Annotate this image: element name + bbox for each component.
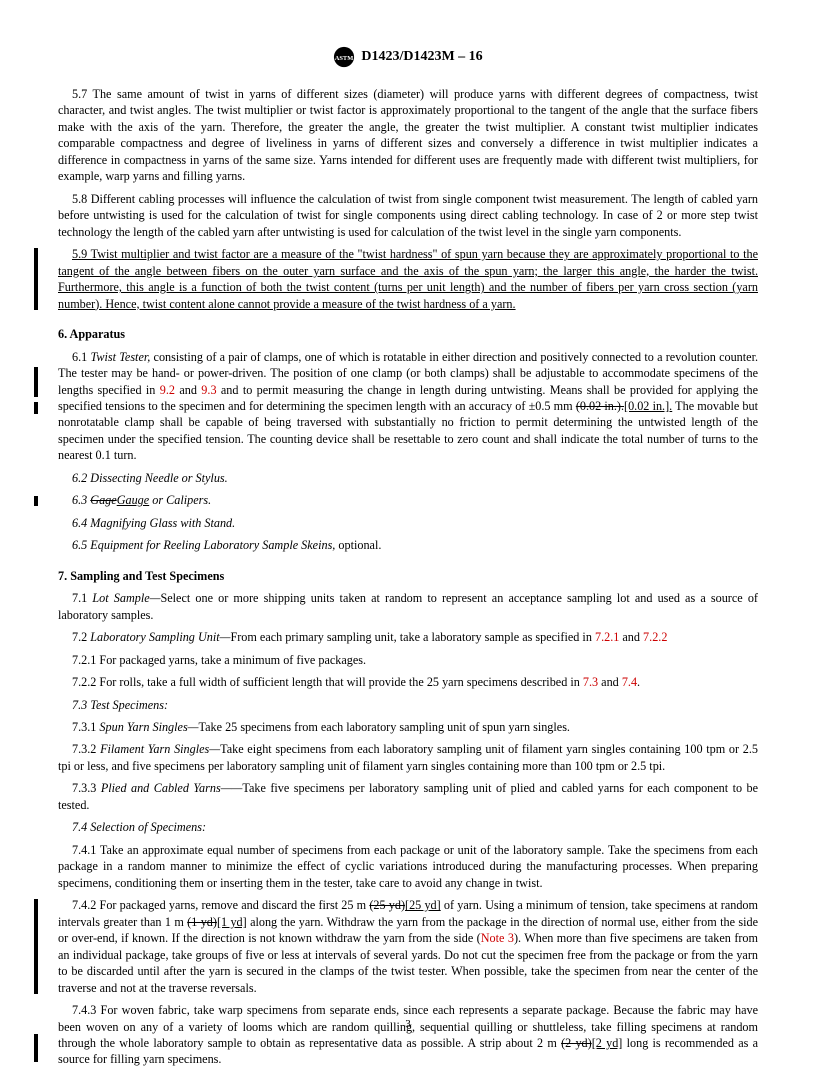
para-6-1: 6.1 Twist Tester, consisting of a pair o… [58,349,758,464]
text: Take 25 specimens from each laboratory s… [199,720,570,734]
text: and [619,630,643,644]
para-7-2: 7.2 Laboratory Sampling Unit—From each p… [58,629,758,645]
para-7-3: 7.3 Test Specimens: [58,697,758,713]
inserted-text: [1 yd] [217,915,247,929]
deleted-text: (1 yd) [187,915,217,929]
num: 7.3.2 [72,742,100,756]
para-6-4: 6.4 Magnifying Glass with Stand. [58,515,758,531]
section-6-title: 6. Apparatus [58,326,758,342]
num: 6.1 [72,350,90,364]
inserted-text: Gauge [117,493,150,507]
designation: D1423/D1423M – 16 [361,48,482,67]
deleted-text: (2 yd) [561,1036,592,1050]
deleted-text: (25 yd) [369,898,405,912]
text: optional. [335,538,381,552]
text: 7.4.2 For packaged yarns, remove and dis… [72,898,369,912]
xref-link[interactable]: Note 3 [481,931,514,945]
xref-link[interactable]: 9.3 [201,383,216,397]
para-7-3-2: 7.3.2 Filament Yarn Singles—Take eight s… [58,741,758,774]
para-5-7: 5.7 The same amount of twist in yarns of… [58,86,758,185]
xref-link[interactable]: 7.2.2 [643,630,667,644]
document-header: ASTM D1423/D1423M – 16 [58,46,758,68]
term: Lot Sample— [92,591,160,605]
change-bar: 5.9 Twist multiplier and twist factor ar… [58,246,758,312]
change-bar [34,1034,38,1062]
xref-link[interactable]: 7.2.1 [595,630,619,644]
text: or Calipers. [149,493,211,507]
term: Spun Yarn Singles— [99,720,198,734]
term: Twist Tester, [90,350,150,364]
term: Filament Yarn Singles— [100,742,220,756]
text: and [175,383,201,397]
para-7-2-1: 7.2.1 For packaged yarns, take a minimum… [58,652,758,668]
para-7-4-2: 7.4.2 For packaged yarns, remove and dis… [58,897,758,996]
num: 7.3.1 [72,720,99,734]
inserted-text: [0.02 in.]. [624,399,672,413]
para-5-9: 5.9 Twist multiplier and twist factor ar… [58,246,758,312]
para-6-2: 6.2 Dissecting Needle or Stylus. [58,470,758,486]
xref-link[interactable]: 9.2 [160,383,175,397]
para-7-4-1: 7.4.1 Take an approximate equal number o… [58,842,758,891]
inserted-text: [2 yd] [592,1036,623,1050]
para-7-1: 7.1 Lot Sample—Select one or more shippi… [58,590,758,623]
term: Plied and Cabled Yarns—— [101,781,243,795]
change-bar: 6.3 GageGauge or Calipers. [58,492,758,508]
text: and [598,675,622,689]
svg-text:ASTM: ASTM [335,55,354,62]
text: Select one or more shipping units taken … [58,591,758,621]
change-bar: 7.4.2 For packaged yarns, remove and dis… [58,897,758,996]
astm-logo-icon: ASTM [333,46,355,68]
para-5-8: 5.8 Different cabling processes will inf… [58,191,758,240]
num: 7.3.3 [72,781,101,795]
inserted-text: [25 yd] [405,898,441,912]
para-7-4: 7.4 Selection of Specimens: [58,819,758,835]
text: 7.2.2 For rolls, take a full width of su… [72,675,583,689]
text: . [637,675,640,689]
text: From each primary sampling unit, take a … [230,630,595,644]
para-6-5: 6.5 Equipment for Reeling Laboratory Sam… [58,537,758,553]
para-7-2-2: 7.2.2 For rolls, take a full width of su… [58,674,758,690]
section-7-title: 7. Sampling and Test Specimens [58,568,758,584]
term: 6.5 Equipment for Reeling Laboratory Sam… [72,538,335,552]
para-7-3-3: 7.3.3 Plied and Cabled Yarns——Take five … [58,780,758,813]
para-7-4-3: 7.4.3 For woven fabric, take warp specim… [58,1002,758,1068]
term: Laboratory Sampling Unit— [90,630,230,644]
xref-link[interactable]: 7.4 [622,675,637,689]
page: ASTM D1423/D1423M – 16 5.7 The same amou… [0,0,816,1056]
change-bar: 6.1 Twist Tester, consisting of a pair o… [58,349,758,464]
page-number: 3 [0,1017,816,1032]
deleted-text: Gage [90,493,116,507]
para-6-3: 6.3 GageGauge or Calipers. [58,492,758,508]
num: 7.2 [72,630,90,644]
num: 7.1 [72,591,92,605]
xref-link[interactable]: 7.3 [583,675,598,689]
deleted-text: (0.02 in.). [576,399,624,413]
num: 6.3 [72,493,90,507]
para-7-3-1: 7.3.1 Spun Yarn Singles—Take 25 specimen… [58,719,758,735]
